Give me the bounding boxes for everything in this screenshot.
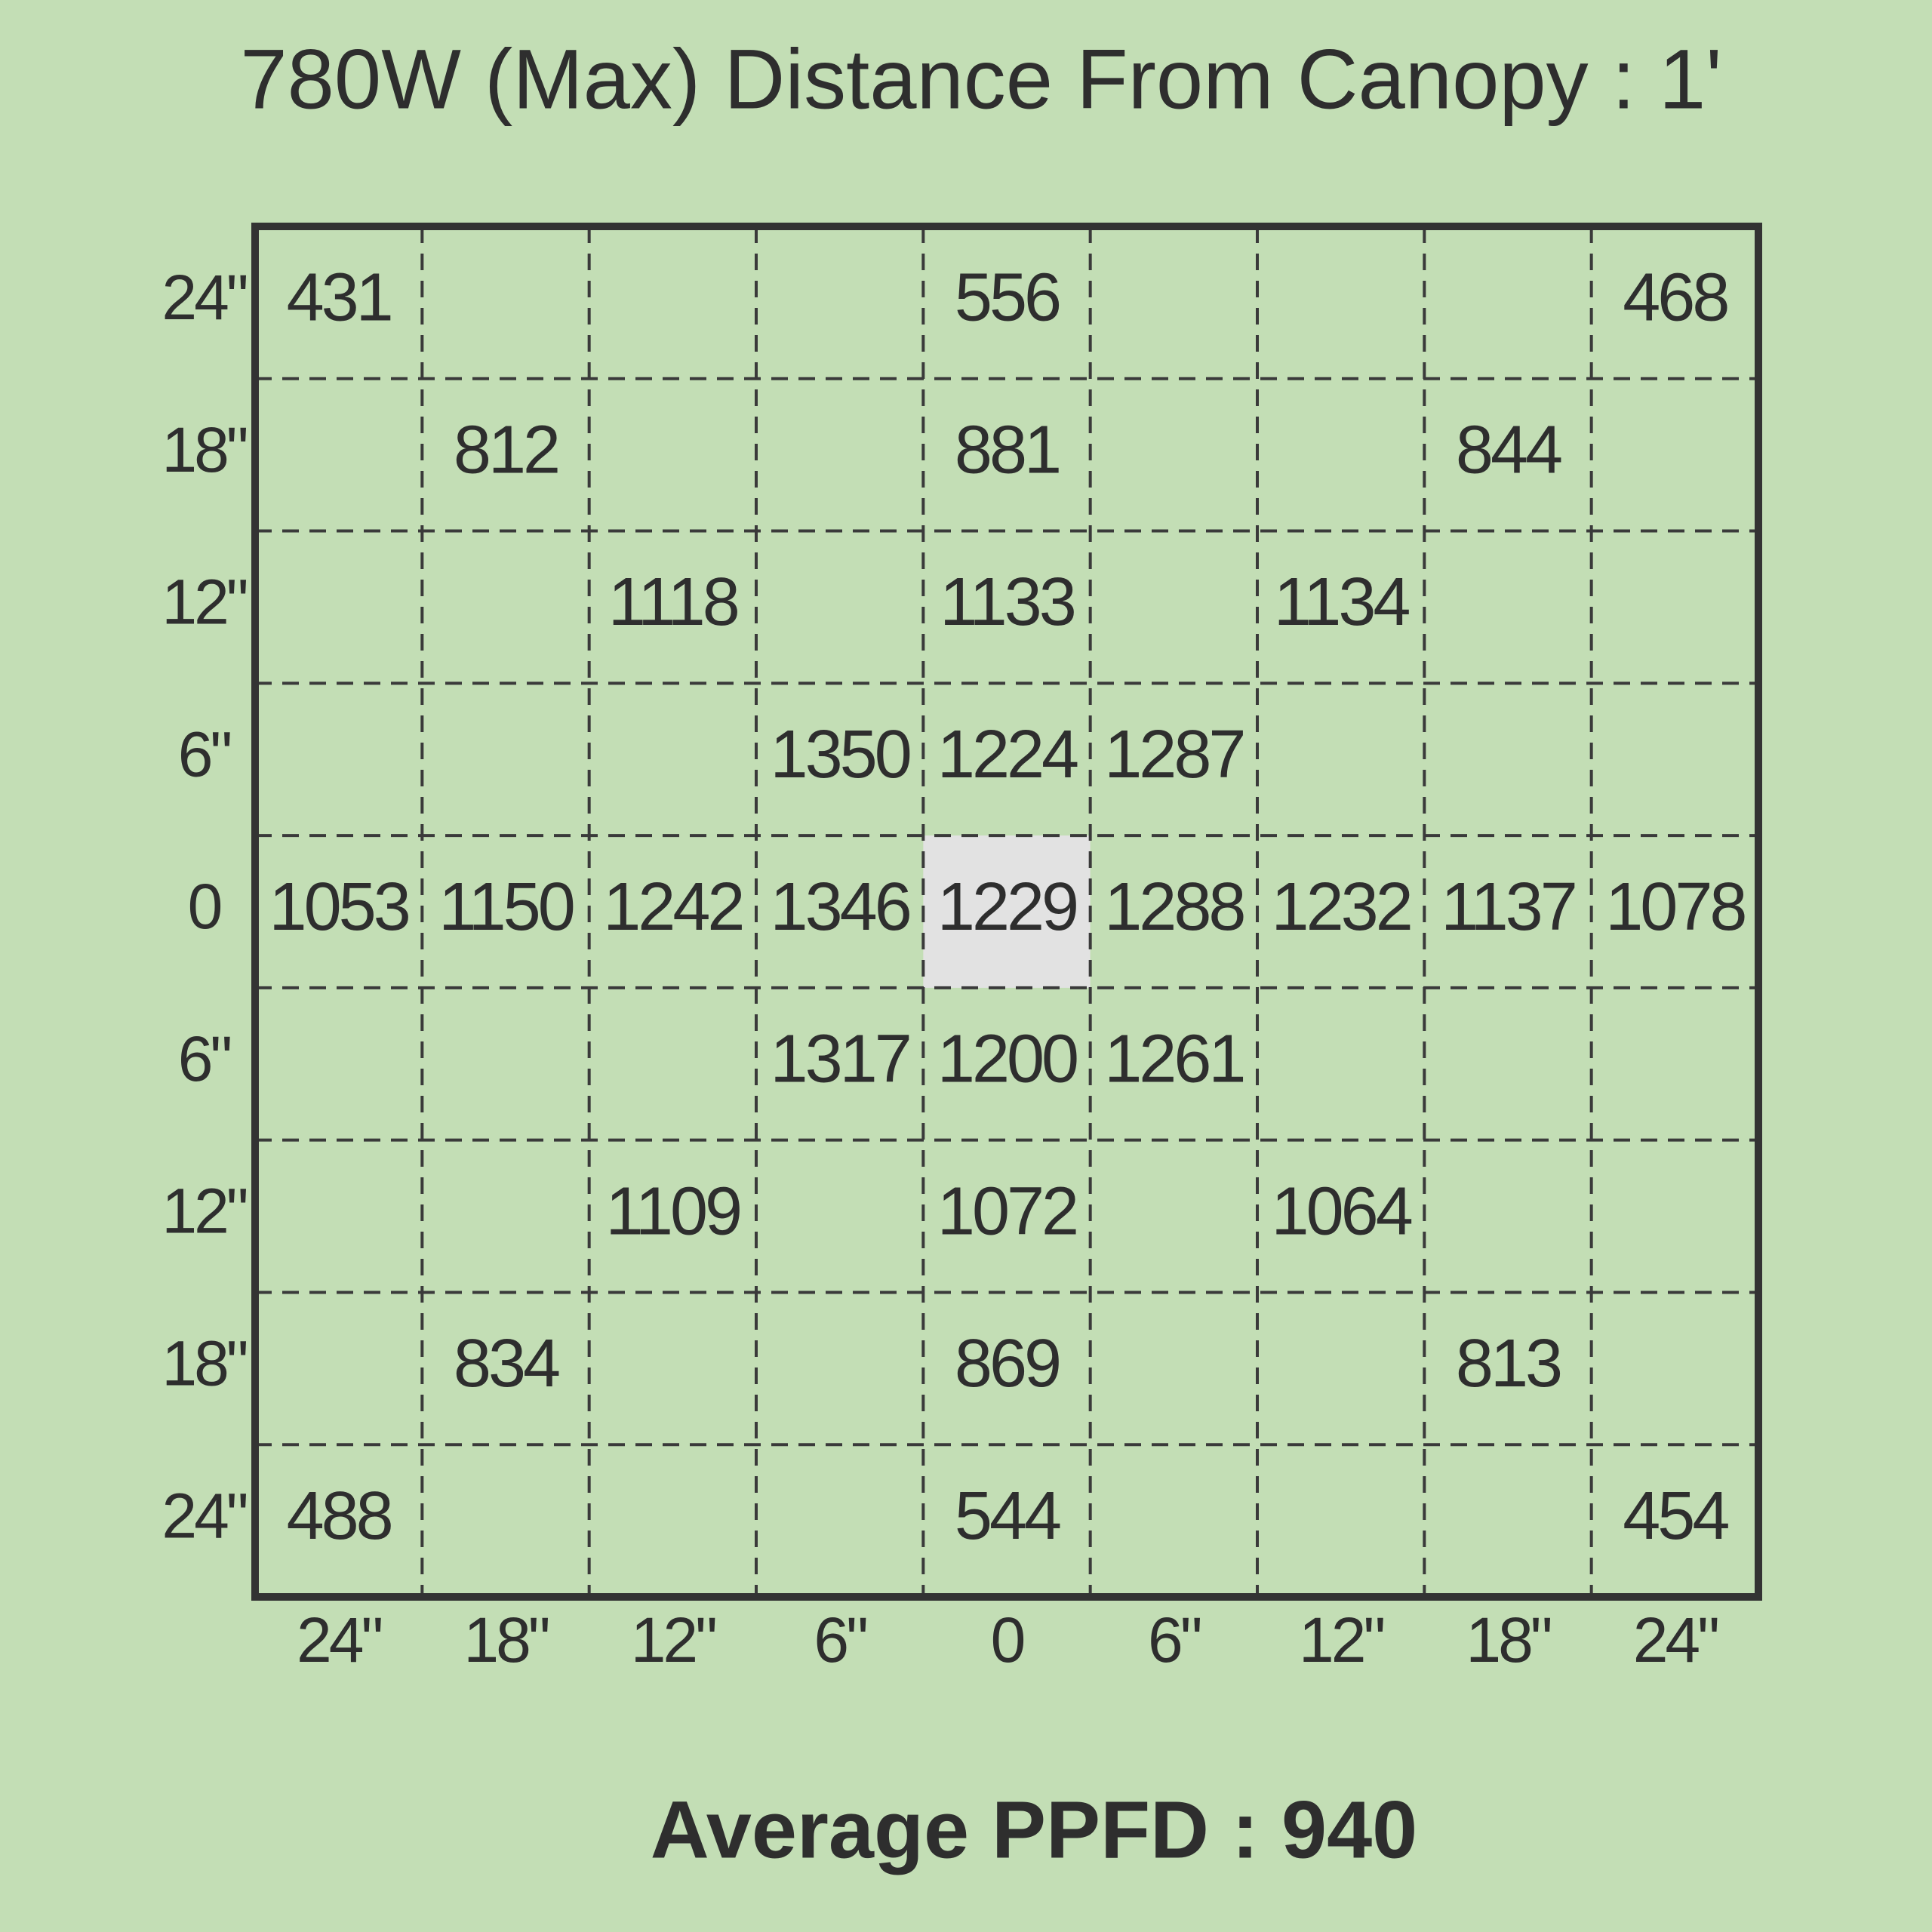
average-ppfd: Average PPFD : 940	[651, 1784, 1417, 1875]
ppfd-value: 1288	[1104, 869, 1244, 945]
col-label: 0	[991, 1604, 1024, 1675]
row-label: 12"	[162, 1176, 246, 1247]
ppfd-value: 869	[955, 1326, 1059, 1401]
grid-border	[251, 223, 1762, 1601]
ppfd-value: 1232	[1272, 869, 1411, 945]
ppfd-value: 1229	[937, 869, 1076, 945]
ppfd-value: 834	[454, 1326, 559, 1401]
ppfd-value: 1078	[1605, 869, 1745, 945]
ppfd-value: 812	[454, 412, 558, 488]
ppfd-value: 813	[1456, 1326, 1561, 1401]
col-label: 6"	[1148, 1604, 1201, 1675]
ppfd-value: 1150	[438, 869, 573, 945]
ppfd-value: 1287	[1104, 717, 1243, 792]
ppfd-value: 1242	[603, 869, 742, 945]
row-label: 18"	[162, 1328, 246, 1399]
row-label: 18"	[162, 414, 246, 485]
col-label: 18"	[463, 1604, 548, 1675]
ppfd-value: 1053	[269, 869, 409, 945]
ppfd-value: 881	[955, 412, 1059, 488]
ppfd-value: 454	[1623, 1478, 1728, 1554]
col-label: 6"	[814, 1604, 866, 1675]
row-label: 12"	[162, 567, 246, 638]
row-label: 24"	[162, 262, 246, 333]
row-label: 24"	[162, 1480, 246, 1551]
ppfd-value: 556	[955, 260, 1060, 336]
ppfd-value: 1137	[1441, 869, 1575, 945]
col-label: 12"	[631, 1604, 715, 1675]
col-label: 24"	[1633, 1604, 1718, 1675]
ppfd-value: 1133	[940, 565, 1074, 640]
col-label: 12"	[1299, 1604, 1383, 1675]
row-label: 6"	[178, 718, 231, 789]
ppfd-value: 1317	[771, 1022, 909, 1097]
ppfd-value: 1261	[1104, 1022, 1243, 1097]
row-label: 0	[188, 871, 221, 942]
ppfd-value: 1200	[937, 1022, 1077, 1097]
ppfd-value: 1072	[937, 1174, 1076, 1249]
col-label: 18"	[1466, 1604, 1550, 1675]
row-label: 6"	[178, 1023, 231, 1094]
ppfd-value: 1346	[771, 869, 910, 945]
ppfd-value: 431	[287, 260, 391, 336]
col-label: 24"	[297, 1604, 381, 1675]
ppfd-value: 1224	[937, 717, 1078, 792]
ppfd-value: 1064	[1272, 1174, 1412, 1249]
ppfd-value: 1118	[608, 565, 738, 640]
ppfd-value: 468	[1623, 260, 1727, 336]
ppfd-value: 844	[1456, 412, 1561, 488]
ppfd-value: 488	[287, 1478, 392, 1554]
ppfd-value: 1134	[1274, 565, 1409, 640]
highlight-cell	[923, 835, 1091, 988]
ppfd-value: 1350	[771, 717, 910, 792]
title: 780W (Max) Distance From Canopy : 1'	[240, 32, 1721, 127]
ppfd-value: 544	[955, 1478, 1060, 1554]
ppfd-value: 1109	[606, 1174, 740, 1249]
